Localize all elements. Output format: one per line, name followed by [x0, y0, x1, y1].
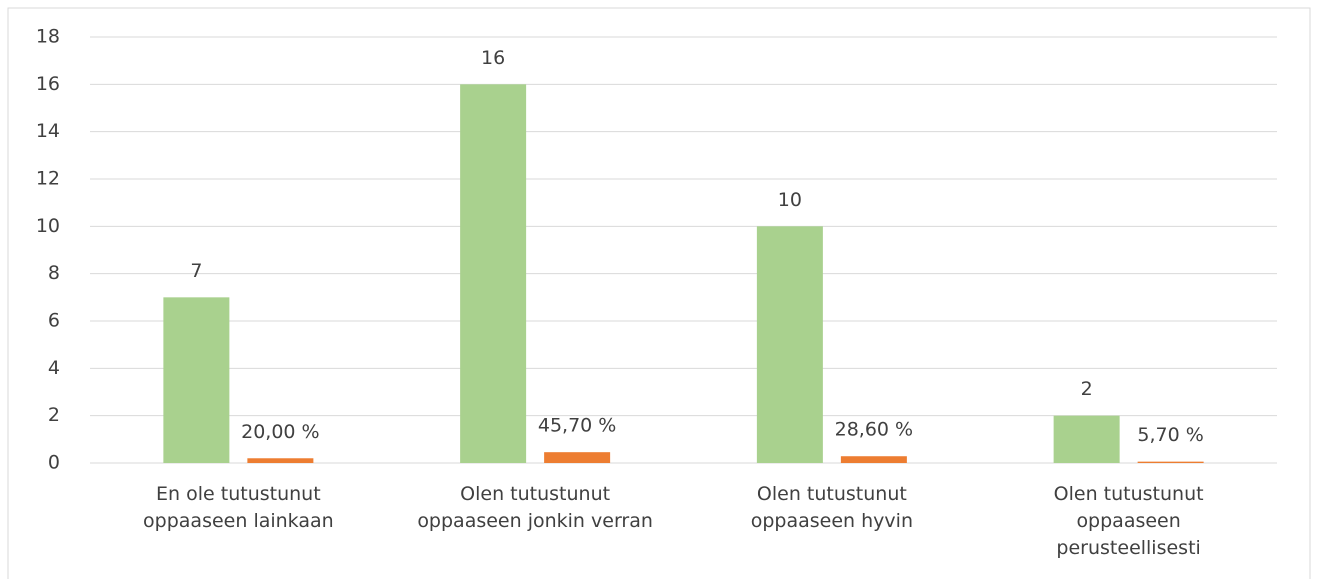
data-label: 5,70 %	[1137, 424, 1203, 446]
data-label: 10	[778, 189, 802, 211]
y-tick-label: 10	[36, 215, 60, 237]
y-tick-label: 0	[48, 452, 60, 474]
data-label: 7	[190, 260, 202, 282]
bar	[1137, 461, 1204, 463]
x-tick-label: Olen tutustunut oppaaseen jonkin verran	[417, 483, 653, 532]
bar	[460, 84, 527, 463]
bar	[247, 458, 314, 463]
bar	[756, 226, 823, 463]
data-label: 28,60 %	[835, 419, 914, 441]
y-tick-label: 4	[48, 357, 60, 379]
bar	[544, 452, 611, 463]
x-tick-label: Olen tutustunut oppaaseen hyvin	[750, 483, 913, 532]
y-tick-label: 12	[36, 168, 60, 190]
y-tick-label: 18	[36, 26, 60, 48]
bar	[163, 297, 230, 463]
y-tick-label: 14	[36, 120, 60, 142]
bar	[1053, 415, 1120, 463]
y-tick-label: 6	[48, 310, 60, 332]
bar	[840, 456, 907, 463]
data-label: 45,70 %	[538, 415, 617, 437]
data-label: 2	[1081, 378, 1093, 400]
data-label: 16	[481, 47, 505, 69]
y-tick-label: 8	[48, 262, 60, 284]
y-tick-label: 16	[36, 73, 60, 95]
y-tick-label: 2	[48, 404, 60, 426]
x-tick-label: En ole tutustunut oppaaseen lainkaan	[143, 483, 334, 532]
chart-border	[7, 7, 1311, 579]
x-tick-label: Olen tutustunut oppaaseen perusteellises…	[1053, 483, 1204, 559]
data-label: 20,00 %	[241, 421, 320, 443]
